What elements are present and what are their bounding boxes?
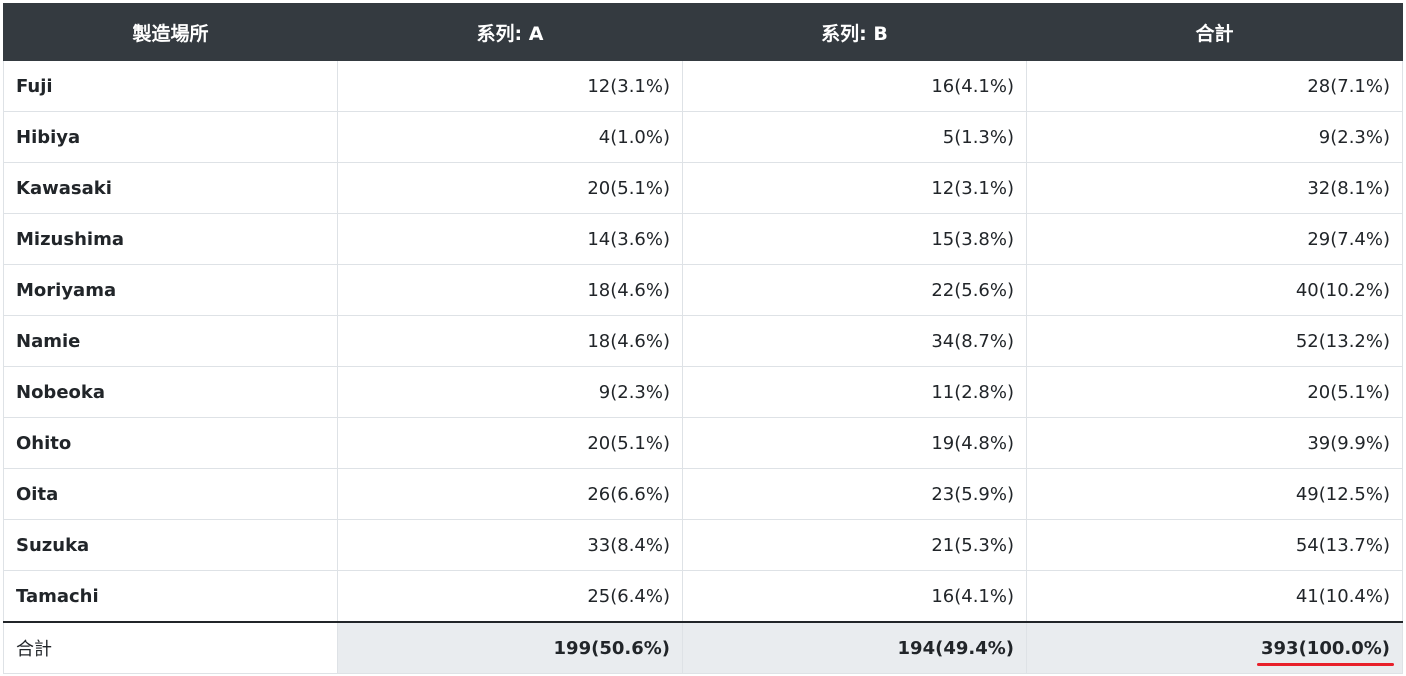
series-b-cell: 19(4.8%)	[682, 417, 1027, 469]
table-row: Nobeoka 9(2.3%) 11(2.8%) 20(5.1%)	[3, 366, 1403, 418]
series-b-cell: 21(5.3%)	[682, 519, 1027, 571]
table-row: Ohito 20(5.1%) 19(4.8%) 39(9.9%)	[3, 417, 1403, 469]
series-a-cell: 33(8.4%)	[337, 519, 683, 571]
location-cell: Tamachi	[3, 570, 338, 623]
table-body: Fuji 12(3.1%) 16(4.1%) 28(7.1%) Hibiya 4…	[3, 60, 1403, 623]
total-cell: 32(8.1%)	[1026, 162, 1403, 214]
table-row: Tamachi 25(6.4%) 16(4.1%) 41(10.4%)	[3, 570, 1403, 623]
column-header-series-a[interactable]: 系列: A	[337, 3, 683, 61]
total-cell: 9(2.3%)	[1026, 111, 1403, 163]
series-a-cell: 20(5.1%)	[337, 162, 683, 214]
footer-grand-total-cell: 393(100.0%)	[1026, 621, 1403, 674]
table-row: Namie 18(4.6%) 34(8.7%) 52(13.2%)	[3, 315, 1403, 367]
total-cell: 20(5.1%)	[1026, 366, 1403, 418]
series-a-cell: 4(1.0%)	[337, 111, 683, 163]
location-cell: Ohito	[3, 417, 338, 469]
series-b-cell: 5(1.3%)	[682, 111, 1027, 163]
location-cell: Nobeoka	[3, 366, 338, 418]
table-row: Moriyama 18(4.6%) 22(5.6%) 40(10.2%)	[3, 264, 1403, 316]
series-a-cell: 18(4.6%)	[337, 264, 683, 316]
series-b-cell: 22(5.6%)	[682, 264, 1027, 316]
table-row: Hibiya 4(1.0%) 5(1.3%) 9(2.3%)	[3, 111, 1403, 163]
series-a-cell: 25(6.4%)	[337, 570, 683, 623]
series-b-cell: 16(4.1%)	[682, 570, 1027, 623]
footer-series-b-total: 194(49.4%)	[682, 621, 1027, 674]
total-cell: 40(10.2%)	[1026, 264, 1403, 316]
series-a-cell: 18(4.6%)	[337, 315, 683, 367]
grand-total-value: 393(100.0%)	[1257, 637, 1394, 666]
series-b-cell: 34(8.7%)	[682, 315, 1027, 367]
red-highlight-underline	[1257, 662, 1394, 666]
column-header-total[interactable]: 合計	[1026, 3, 1403, 61]
location-cell: Kawasaki	[3, 162, 338, 214]
series-b-cell: 11(2.8%)	[682, 366, 1027, 418]
column-header-series-b[interactable]: 系列: B	[682, 3, 1027, 61]
table-row: Suzuka 33(8.4%) 21(5.3%) 54(13.7%)	[3, 519, 1403, 571]
series-a-cell: 20(5.1%)	[337, 417, 683, 469]
table-row: Oita 26(6.6%) 23(5.9%) 49(12.5%)	[3, 468, 1403, 520]
total-cell: 52(13.2%)	[1026, 315, 1403, 367]
grand-total-text: 393(100.0%)	[1261, 637, 1390, 659]
location-cell: Moriyama	[3, 264, 338, 316]
series-b-cell: 23(5.9%)	[682, 468, 1027, 520]
location-cell: Mizushima	[3, 213, 338, 265]
location-cell: Hibiya	[3, 111, 338, 163]
footer-series-a-total: 199(50.6%)	[337, 621, 683, 674]
table-row: Fuji 12(3.1%) 16(4.1%) 28(7.1%)	[3, 60, 1403, 112]
location-cell: Fuji	[3, 60, 338, 112]
total-cell: 39(9.9%)	[1026, 417, 1403, 469]
location-cell: Namie	[3, 315, 338, 367]
series-a-cell: 12(3.1%)	[337, 60, 683, 112]
table-header-row: 製造場所 系列: A 系列: B 合計	[3, 3, 1403, 61]
total-cell: 28(7.1%)	[1026, 60, 1403, 112]
series-a-cell: 26(6.6%)	[337, 468, 683, 520]
total-cell: 54(13.7%)	[1026, 519, 1403, 571]
series-b-cell: 16(4.1%)	[682, 60, 1027, 112]
series-b-cell: 15(3.8%)	[682, 213, 1027, 265]
table-row: Kawasaki 20(5.1%) 12(3.1%) 32(8.1%)	[3, 162, 1403, 214]
series-b-cell: 12(3.1%)	[682, 162, 1027, 214]
summary-table-container: 製造場所 系列: A 系列: B 合計 Fuji 12(3.1%) 16(4.1…	[3, 3, 1403, 674]
series-a-cell: 14(3.6%)	[337, 213, 683, 265]
total-cell: 49(12.5%)	[1026, 468, 1403, 520]
location-cell: Oita	[3, 468, 338, 520]
series-a-cell: 9(2.3%)	[337, 366, 683, 418]
total-cell: 41(10.4%)	[1026, 570, 1403, 623]
footer-total-label: 合計	[3, 621, 338, 674]
table-footer-row: 合計 199(50.6%) 194(49.4%) 393(100.0%)	[3, 621, 1403, 674]
location-cell: Suzuka	[3, 519, 338, 571]
summary-table: 製造場所 系列: A 系列: B 合計 Fuji 12(3.1%) 16(4.1…	[3, 3, 1403, 674]
table-row: Mizushima 14(3.6%) 15(3.8%) 29(7.4%)	[3, 213, 1403, 265]
column-header-location[interactable]: 製造場所	[3, 3, 338, 61]
total-cell: 29(7.4%)	[1026, 213, 1403, 265]
